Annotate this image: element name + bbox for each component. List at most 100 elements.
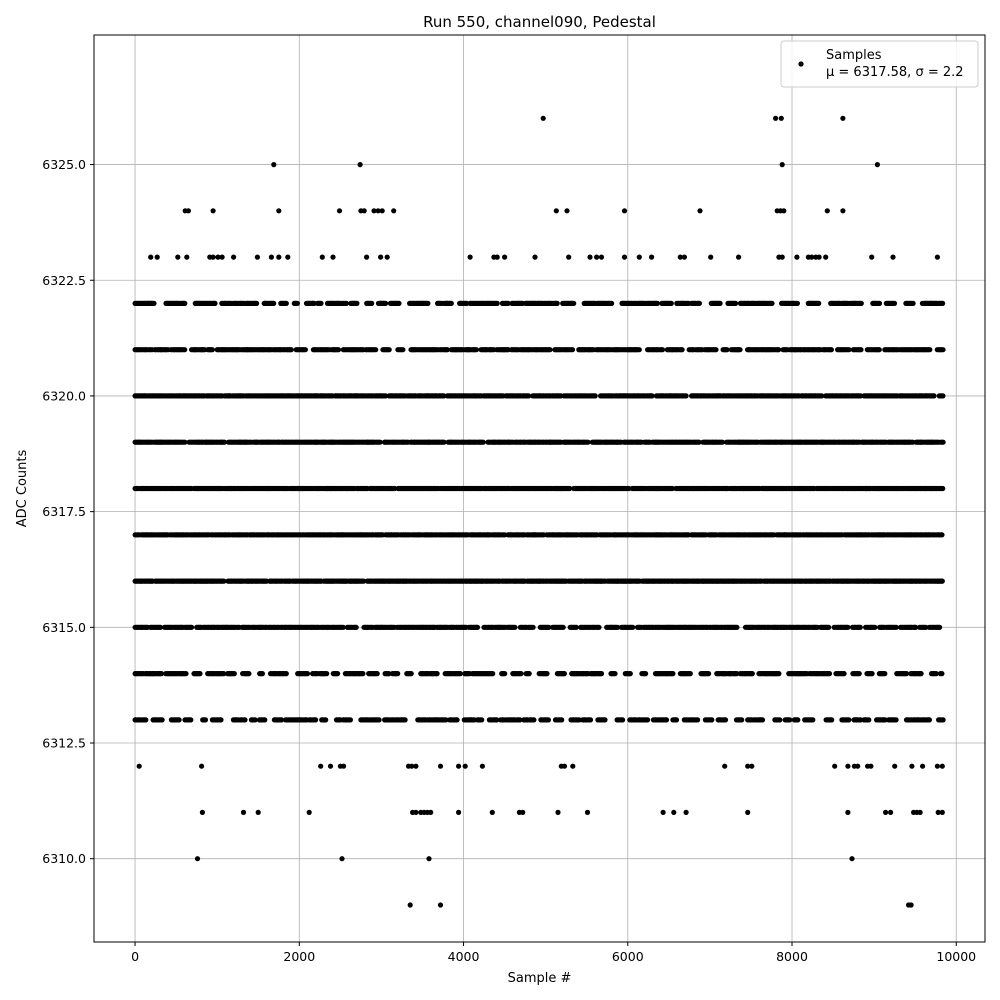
data-point <box>776 671 782 677</box>
data-point <box>544 671 550 677</box>
data-point <box>304 671 311 677</box>
data-point <box>627 671 633 677</box>
data-point <box>615 624 621 630</box>
data-point <box>313 717 319 723</box>
data-point <box>202 717 209 723</box>
data-point <box>602 717 608 723</box>
data-point <box>749 671 755 677</box>
data-point <box>283 671 289 677</box>
data-point <box>567 485 573 492</box>
data-point <box>939 532 945 538</box>
data-point <box>530 624 536 630</box>
data-point <box>353 624 359 630</box>
data-point <box>408 671 414 677</box>
data-point <box>841 671 847 677</box>
data-point <box>526 671 532 677</box>
data-point <box>159 717 165 723</box>
data-point <box>443 717 449 723</box>
data-point <box>856 671 862 677</box>
data-point <box>383 393 389 399</box>
data-point <box>918 671 924 677</box>
data-point <box>188 717 194 723</box>
data-point <box>335 671 341 677</box>
data-point <box>734 624 740 630</box>
data-point <box>869 671 875 677</box>
data-point <box>262 717 268 723</box>
data-point <box>695 717 701 723</box>
data-point <box>893 717 899 723</box>
data-point <box>434 671 440 677</box>
data-point <box>545 717 552 723</box>
data-point <box>376 717 382 723</box>
data-point <box>502 671 508 677</box>
data-point <box>157 624 163 630</box>
data-point <box>777 717 783 723</box>
data-point <box>826 671 833 677</box>
data-point <box>218 717 224 723</box>
data-point <box>893 624 899 630</box>
data-point <box>158 671 165 677</box>
data-point <box>787 717 793 723</box>
data-point <box>231 671 237 677</box>
data-point <box>649 393 655 399</box>
data-point <box>347 717 353 723</box>
data-point <box>845 624 851 630</box>
data-point <box>490 671 496 677</box>
data-point <box>386 671 392 677</box>
data-point <box>242 717 248 723</box>
data-point <box>940 439 946 445</box>
data-point <box>673 717 680 723</box>
data-point <box>904 671 910 677</box>
data-points <box>132 115 946 908</box>
data-point <box>454 717 460 723</box>
data-point <box>324 671 330 677</box>
data-point <box>596 624 602 630</box>
data-point <box>512 624 518 630</box>
data-point <box>882 671 888 677</box>
data-point <box>531 717 537 723</box>
data-point <box>687 671 693 677</box>
data-point <box>494 717 500 723</box>
data-point <box>518 671 524 677</box>
data-point <box>722 717 729 723</box>
data-point <box>739 717 745 723</box>
data-point <box>826 624 832 630</box>
data-point <box>340 624 346 630</box>
data-point <box>706 671 712 677</box>
data-point <box>663 717 670 723</box>
data-point <box>598 671 605 677</box>
data-point <box>377 439 383 445</box>
data-point <box>846 717 852 723</box>
data-point <box>252 717 258 723</box>
data-point <box>246 671 252 677</box>
data-point <box>696 439 702 445</box>
data-point <box>374 671 380 677</box>
data-point <box>360 671 366 677</box>
data-point <box>143 717 149 723</box>
data-point <box>197 671 203 677</box>
data-point <box>279 717 285 723</box>
data-point <box>526 393 532 399</box>
data-point <box>810 717 816 723</box>
data-point <box>829 717 835 723</box>
data-point <box>480 439 486 445</box>
data-point <box>183 671 189 677</box>
data-point <box>259 671 265 677</box>
data-point <box>441 393 447 399</box>
data-point <box>795 717 801 723</box>
data-point <box>669 485 676 492</box>
data-point <box>913 624 919 630</box>
data-point <box>940 717 946 723</box>
data-point <box>926 717 933 723</box>
data-point <box>474 624 481 630</box>
data-point <box>585 439 591 445</box>
data-point <box>182 439 188 445</box>
data-point <box>221 671 227 677</box>
data-point <box>457 671 463 677</box>
data-point <box>872 624 878 630</box>
data-point <box>573 624 579 630</box>
data-point <box>176 717 182 723</box>
data-point <box>479 717 485 723</box>
